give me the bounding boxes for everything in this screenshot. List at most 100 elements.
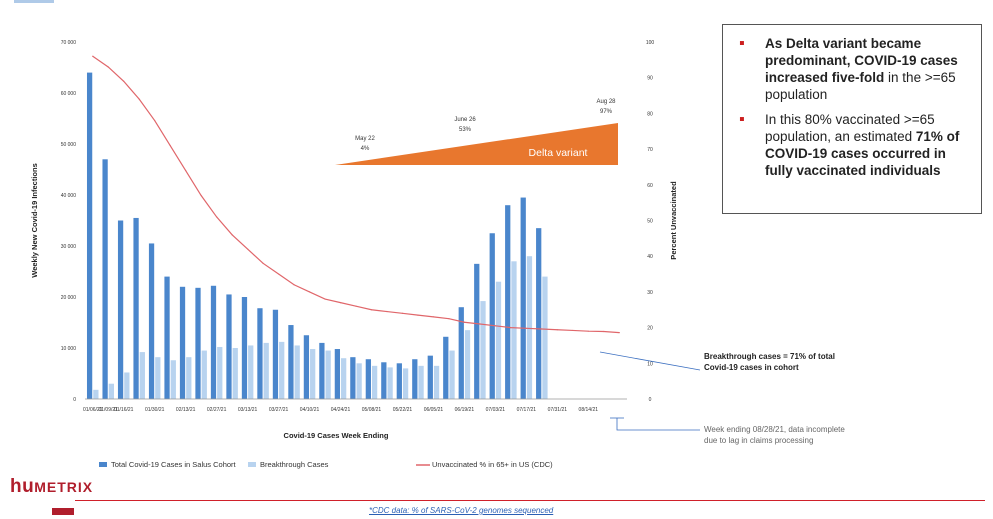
line-point: [370, 309, 373, 311]
line-point: [401, 312, 404, 314]
bar-total: [427, 355, 433, 399]
bar-breakthrough: [294, 345, 300, 399]
line-point: [339, 302, 342, 304]
breakthrough-connector: [599, 351, 701, 371]
finding-1-rest: in the >=65 population: [765, 70, 956, 102]
line-point: [123, 80, 125, 82]
bar-total: [412, 359, 418, 399]
top-edge-fragment: [14, 0, 54, 3]
line-point: [618, 331, 620, 334]
legend-layer: Total Covid-19 Cases in Salus Cohort Brea…: [99, 460, 553, 469]
key-findings-box: ▪ As Delta variant became predominant, C…: [722, 24, 982, 214]
bar-breakthrough: [186, 357, 192, 399]
x-tick-label: 08/14/21: [579, 407, 599, 413]
line-point: [154, 119, 156, 122]
breakthrough-callout: Breakthrough cases = 71% of total Covid-…: [704, 352, 835, 372]
x-tick-label: 01/16/21: [114, 407, 134, 413]
bar-total: [334, 349, 341, 399]
bar-total: [257, 308, 263, 399]
bar-total: [241, 297, 248, 399]
bar-total: [117, 220, 124, 399]
x-tick-label: 05/22/21: [393, 407, 413, 413]
line-point: [200, 194, 202, 197]
cdc-source-note: *CDC data: % of SARS-CoV-2 genomes seque…: [369, 506, 554, 515]
line-point: [247, 248, 249, 250]
y2-tick-label: 90: [647, 76, 653, 82]
line-point: [417, 314, 419, 316]
y-tick-label: 50 000: [61, 142, 77, 148]
finding-2: ▪ In this 80% vaccinated >=65 population…: [733, 111, 971, 179]
bar-breakthrough: [449, 350, 455, 399]
y-tick-label: 10 000: [61, 346, 77, 352]
delta-date-label: June 26: [454, 117, 476, 123]
bar-breakthrough: [480, 301, 486, 399]
bar-total: [303, 335, 310, 399]
x-tick-label: 06/05/21: [424, 407, 444, 413]
line-point: [603, 330, 605, 333]
y2-tick-label: 50: [647, 219, 653, 225]
line-layer: [92, 55, 620, 334]
bar-total: [195, 287, 201, 399]
line-point: [277, 273, 280, 275]
line-point: [293, 284, 295, 286]
bar-breakthrough: [433, 365, 440, 399]
bar-total: [505, 205, 511, 399]
bar-breakthrough: [217, 346, 223, 399]
legend-swatch: [248, 462, 256, 467]
y2-tick-label: 30: [647, 290, 653, 296]
delta-variant-wedge: [335, 123, 618, 165]
line-point: [448, 318, 450, 320]
line-point: [541, 328, 543, 330]
bar-breakthrough: [310, 349, 316, 399]
incomplete-data-callout: Week ending 08/28/21, data incomplete du…: [704, 425, 845, 445]
bar-total: [458, 307, 464, 399]
x-tick-label: 03/27/21: [269, 407, 289, 413]
y-tick-label: 30 000: [61, 244, 77, 250]
line-point: [107, 66, 109, 68]
bar-breakthrough: [248, 345, 254, 399]
bars-layer: [86, 72, 548, 399]
y-tick-label: 70 000: [61, 40, 77, 46]
y2-tick-label: 80: [647, 111, 653, 117]
logo-metrix: METRIX: [34, 479, 94, 495]
x-tick-label: 05/08/21: [362, 407, 382, 413]
delta-layer: Delta variant May 22 4% June 26 53% Aug 28 97%: [335, 99, 618, 165]
bar-breakthrough: [108, 383, 114, 399]
line-point: [572, 329, 574, 332]
finding-1-bold: As Delta variant became predominant, COV…: [765, 36, 958, 85]
line-point: [386, 310, 388, 313]
bar-total: [396, 363, 402, 399]
y2-tick-label: 10: [647, 361, 653, 367]
bar-breakthrough: [201, 350, 207, 399]
line-point: [169, 144, 171, 147]
finding-2-bold: 71% of COVID-19 cases occurred in fully …: [765, 129, 960, 178]
line-point: [92, 55, 94, 57]
line-point: [231, 234, 233, 236]
x-tick-label: 04/10/21: [300, 407, 320, 413]
bar-total: [536, 228, 542, 399]
delta-pct-label: 53%: [459, 127, 472, 133]
x-tick-label: 06/19/21: [455, 407, 475, 413]
bar-total: [102, 159, 108, 399]
legend-label: Total Covid-19 Cases in Salus Cohort: [111, 460, 237, 469]
incomplete-connector: [616, 418, 700, 431]
line-point: [556, 329, 558, 331]
logo-hu: hu: [10, 476, 35, 497]
bar-breakthrough: [232, 348, 238, 399]
ticks-layer: 0 10 000 20 000 30 000 40 000 50 000 60 000 70 …: [30, 40, 678, 440]
bar-total: [443, 336, 449, 399]
delta-variant-label: Delta variant: [529, 147, 588, 159]
bar-total: [164, 276, 170, 399]
bar-total: [272, 309, 279, 399]
line-point: [355, 305, 357, 307]
humetrix-logo: huMETRIX: [10, 476, 93, 498]
y2-tick-label: 70: [647, 147, 653, 153]
x-tick-label: 02/13/21: [176, 407, 196, 413]
y-tick-label: 0: [73, 397, 76, 403]
logo-bar: [52, 508, 74, 515]
x-tick-label: 01/30/21: [145, 407, 165, 413]
legend-swatch: [99, 462, 107, 467]
finding-1: ▪ As Delta variant became predominant, C…: [733, 35, 971, 103]
bar-breakthrough: [124, 372, 130, 399]
